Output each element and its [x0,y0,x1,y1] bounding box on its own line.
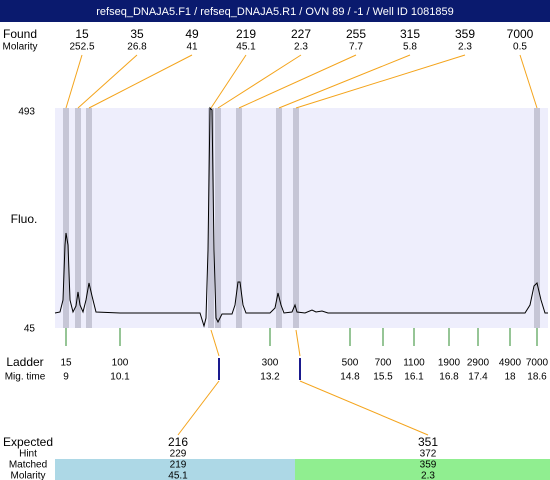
y-label: Fluo. [11,212,38,226]
peak-link [65,54,83,109]
mig-time: 13.2 [260,372,280,383]
hint: 229 [170,449,187,460]
peak-link [77,54,138,109]
ladder-size: 500 [342,358,359,369]
matched: 359 [420,460,437,471]
row-label: Matched [9,460,47,471]
link-line [177,380,220,436]
row-label: Molarity [10,471,45,480]
peak-link [210,54,247,109]
ladder-size: 300 [262,358,279,369]
peak-link [295,54,466,109]
peak-link [278,54,411,109]
matched-bg [295,459,550,480]
found-molarity: 45.1 [236,42,256,53]
matched: 219 [170,460,187,471]
found-size: 15 [75,27,89,41]
expected-size: 351 [418,435,438,449]
title: refseq_DNAJA5.F1 / refseq_DNAJA5.R1 / OV… [96,6,453,18]
found-size: 359 [455,27,475,41]
ladder-size: 1100 [403,358,425,369]
row-label: Found [3,27,37,41]
mig-time: 18.6 [527,372,547,383]
peak-band [86,108,92,328]
mig-time: 14.8 [340,372,360,383]
ladder-size: 100 [112,358,129,369]
found-molarity: 5.8 [403,42,417,53]
mig-time: 16.8 [439,372,459,383]
mig-time: 15.5 [373,372,393,383]
found-molarity: 252.5 [69,42,94,53]
peak-band [534,108,540,328]
mig-time: 17.4 [468,372,488,383]
plot-area [55,108,548,328]
peak-band [63,108,69,328]
found-size: 227 [291,27,311,41]
peak-link [519,54,538,109]
found-molarity: 2.3 [458,42,472,53]
found-size: 255 [346,27,366,41]
row-label: Expected [3,435,53,449]
link-line [299,380,429,436]
ladder-size: 15 [60,358,72,369]
y-max: 493 [18,107,35,118]
found-size: 7000 [507,27,534,41]
found-molarity: 26.8 [127,42,147,53]
ladder-size: 7000 [526,358,549,369]
y-min: 45 [24,324,36,335]
row-label: Molarity [2,42,37,53]
found-size: 35 [130,27,144,41]
ladder-size: 4900 [499,358,522,369]
mig-time: 10.1 [110,372,130,383]
link-line [210,329,220,357]
hint: 372 [420,449,437,460]
expected-size: 216 [168,435,188,449]
row-label: Ladder [6,355,43,369]
found-size: 315 [400,27,420,41]
peak-band [276,108,282,328]
found-molarity: 0.5 [513,42,527,53]
ladder-size: 700 [375,358,392,369]
found-molarity: 2.3 [294,42,308,53]
link-line [295,329,301,357]
peak-link [238,54,357,109]
title-bar [0,0,550,22]
found-molarity: 7.7 [349,42,363,53]
found-size: 49 [185,27,199,41]
ladder-size: 1900 [438,358,461,369]
peak-band [75,108,81,328]
peak-band [208,108,214,328]
peak-band [293,108,299,328]
found-molarity: 41 [186,42,198,53]
molarity: 45.1 [168,471,188,480]
ladder-size: 2900 [467,358,490,369]
trace [54,106,548,328]
row-label: Hint [19,449,37,460]
matched-bg [55,459,295,480]
molarity: 2.3 [421,471,435,480]
mig-time: 16.1 [404,372,424,383]
peak-link [217,54,302,109]
peak-band [236,108,242,328]
peak-band [215,108,221,328]
mig-time: 18 [504,372,516,383]
peak-link [88,54,193,109]
found-size: 219 [236,27,256,41]
mig-time: 9 [63,372,69,383]
row-label: Mig. time [5,372,46,383]
